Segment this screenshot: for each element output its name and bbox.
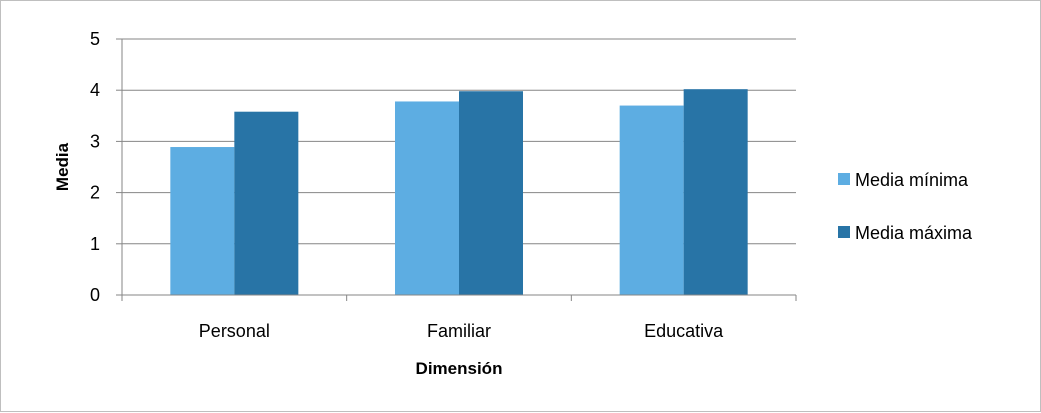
bar-educativa-series-1 — [619, 105, 684, 295]
bars — [170, 89, 748, 296]
legend: Media mínima Media máxima — [838, 170, 973, 243]
bar-personal-series-1 — [170, 147, 235, 295]
bar-educativa-series-2 — [683, 89, 748, 296]
legend-label-1: Media mínima — [855, 170, 969, 190]
legend-swatch-2 — [838, 226, 850, 238]
y-tick-label: 5 — [90, 29, 100, 49]
x-tick-label-personal: Personal — [199, 321, 270, 341]
bar-familiar-series-1 — [395, 101, 459, 296]
y-tick-label: 2 — [90, 183, 100, 203]
x-tick-label-familiar: Familiar — [427, 321, 491, 341]
y-tick-label: 0 — [90, 285, 100, 305]
axes — [116, 38, 797, 301]
legend-label-2: Media máxima — [855, 223, 973, 243]
x-axis-title: Dimensión — [416, 359, 503, 378]
x-tick-labels: Personal Familiar Educativa — [199, 321, 724, 341]
bar-familiar-series-2 — [459, 91, 523, 295]
legend-swatch-1 — [838, 173, 850, 185]
y-tick-labels: 0 1 2 3 4 5 — [90, 29, 100, 305]
y-tick-label: 4 — [90, 80, 100, 100]
y-tick-label: 3 — [90, 131, 100, 151]
y-tick-label: 1 — [90, 234, 100, 254]
bar-personal-series-2 — [234, 111, 299, 295]
x-tick-label-educativa: Educativa — [644, 321, 724, 341]
y-axis-title: Media — [53, 142, 72, 191]
